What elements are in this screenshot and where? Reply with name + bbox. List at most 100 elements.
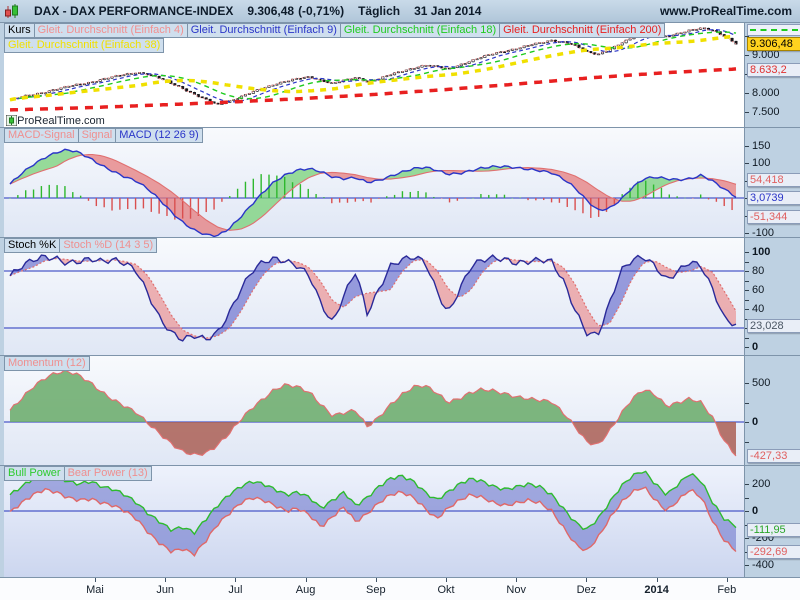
month-label: Dez — [576, 584, 597, 596]
axis-label-bullbear: -400 — [752, 559, 775, 571]
title-bar: DAX - DAX PERFORMANCE-INDEX 9.306,48 (-0… — [0, 0, 800, 22]
axis-tick — [745, 422, 749, 423]
axis-minor-tick — [745, 36, 749, 37]
axis-tick — [745, 233, 749, 234]
prorealtime-link[interactable]: www.ProRealTime.com — [659, 4, 792, 18]
axis-value-box-macd: 3,0739 — [747, 190, 800, 205]
ma18-value-swatch — [747, 23, 800, 36]
axis-label-price: 9.000 — [752, 49, 780, 61]
panel-divider — [0, 127, 800, 128]
axis-label-price: 8.000 — [752, 87, 780, 99]
momentum-legend: Momentum (12) — [4, 356, 90, 371]
month-label: Feb — [717, 584, 737, 596]
axis-minor-tick — [745, 261, 749, 263]
axis-tick — [745, 271, 749, 272]
legend-item-bullbear-0[interactable]: Bull Power — [4, 466, 65, 481]
month-label: Sep — [366, 584, 386, 596]
bullbear-chart-panel[interactable]: Bull Power Bear Power (13) — [4, 465, 744, 577]
axis-label-stoch: 80 — [752, 265, 765, 277]
legend-item-macd-2[interactable]: MACD (12 26 9) — [115, 128, 203, 143]
legend-item-price-3[interactable]: Gleit. Durchschnitt (Einfach 18) — [339, 23, 501, 38]
month-label: Jul — [228, 584, 243, 596]
month-label: Aug — [295, 584, 316, 596]
axis-minor-tick — [745, 318, 749, 320]
month-tick — [235, 578, 237, 582]
instrument-title: DAX - DAX PERFORMANCE-INDEX — [34, 4, 234, 18]
month-tick — [656, 578, 658, 582]
axis-minor-tick — [745, 280, 749, 282]
legend-item-price-4[interactable]: Gleit. Durchschnitt (Einfach 200) — [499, 23, 666, 38]
legend-item-macd-1[interactable]: Signal — [77, 128, 117, 143]
axis-tick — [745, 93, 749, 94]
bullbear-legend: Bull Power Bear Power (13) — [4, 466, 152, 481]
axis-tick — [745, 55, 749, 56]
axis-tick — [745, 383, 749, 384]
price-legend-row2: Gleit. Durchschnitt (Einfach 38) — [4, 38, 165, 53]
axis-minor-tick — [745, 299, 749, 301]
axis-minor-tick — [745, 441, 749, 443]
month-tick — [305, 578, 307, 582]
month-tick — [375, 578, 377, 582]
axis-label-stoch: 60 — [752, 284, 765, 296]
watermark: © ProRealTime.com — [6, 115, 105, 127]
legend-item-price-2[interactable]: Gleit. Durchschnitt (Einfach 9) — [186, 23, 341, 38]
axis-minor-tick — [745, 337, 749, 339]
axis-label-stoch: 40 — [752, 303, 765, 315]
momentum-chart-panel[interactable]: Momentum (12) — [4, 355, 744, 465]
legend-item-momentum-0[interactable]: Momentum (12) — [4, 356, 90, 371]
time-axis[interactable]: Mai Jun Jul Aug Sep Okt Nov Dez 2014 Feb — [0, 577, 800, 600]
price-chart-panel[interactable]: Kurs Gleit. Durchschnitt (Einfach 4) Gleit… — [4, 22, 744, 127]
month-tick — [726, 578, 728, 582]
legend-item-price2-0[interactable]: Gleit. Durchschnitt (Einfach 38) — [4, 38, 165, 53]
axis-value-box-bullbear: -111,95 — [747, 523, 800, 538]
candles-icon — [4, 3, 20, 19]
axis-tick — [745, 252, 749, 253]
axis-tick — [745, 347, 749, 348]
legend-item-price-1[interactable]: Gleit. Durchschnitt (Einfach 4) — [33, 23, 188, 38]
axis-tick — [745, 484, 749, 485]
axis-value-box-price: 9.306,48 — [747, 37, 800, 52]
axis-tick — [745, 511, 749, 512]
axis-label-stoch: 100 — [752, 246, 771, 258]
axis-value-box-macd: -51,344 — [747, 209, 800, 224]
month-tick — [165, 578, 167, 582]
month-label: Nov — [506, 584, 526, 596]
axis-label-bullbear: 0 — [752, 505, 759, 517]
axis-label-price: 7.500 — [752, 106, 780, 118]
legend-item-price-0[interactable]: Kurs — [4, 23, 35, 38]
month-label: Jun — [156, 584, 175, 596]
axis-label-momentum: 500 — [752, 377, 771, 389]
legend-item-stoch-1[interactable]: Stoch %D (14 3 5) — [59, 238, 158, 253]
month-tick — [516, 578, 518, 582]
legend-item-stoch-0[interactable]: Stoch %K — [4, 238, 61, 253]
axis-tick — [745, 565, 749, 566]
value-axis[interactable]: 9.000 8.000 7.500 9.306,48 8.633,2 150 100 -100… — [744, 22, 800, 577]
macd-legend: MACD-Signal Signal MACD (12 26 9) — [4, 128, 203, 143]
month-tick — [95, 578, 96, 582]
axis-tick — [745, 538, 749, 539]
axis-label-macd: 150 — [752, 139, 771, 152]
month-tick — [586, 578, 588, 582]
legend-item-macd-0[interactable]: MACD-Signal — [4, 128, 79, 143]
axis-tick — [745, 112, 749, 113]
legend-item-bullbear-1[interactable]: Bear Power (13) — [63, 466, 152, 481]
axis-label-bullbear: 200 — [752, 478, 771, 490]
month-label: Mai — [86, 584, 104, 596]
axis-value-box-macd: 54,418 — [747, 172, 800, 187]
axis-value-box-stoch: 23,028 — [747, 319, 800, 334]
axis-tick — [745, 309, 749, 310]
axis-label-macd: -100 — [752, 227, 775, 239]
timeframe: Täglich — [358, 4, 401, 18]
prorealtime-logo-icon — [6, 115, 17, 126]
macd-chart-panel[interactable]: MACD-Signal Signal MACD (12 26 9) — [4, 127, 744, 237]
panel-divider — [0, 237, 800, 238]
axis-minor-tick — [745, 402, 749, 404]
month-label: Okt — [437, 584, 455, 596]
chart-date: 31 Jan 2014 — [414, 4, 482, 18]
axis-tick — [745, 145, 749, 147]
axis-tick — [745, 163, 749, 164]
stochastic-chart-panel[interactable]: Stoch %K Stoch %D (14 3 5) — [4, 237, 744, 355]
axis-tick — [745, 290, 749, 291]
axis-label-stoch: 0 — [752, 341, 759, 353]
